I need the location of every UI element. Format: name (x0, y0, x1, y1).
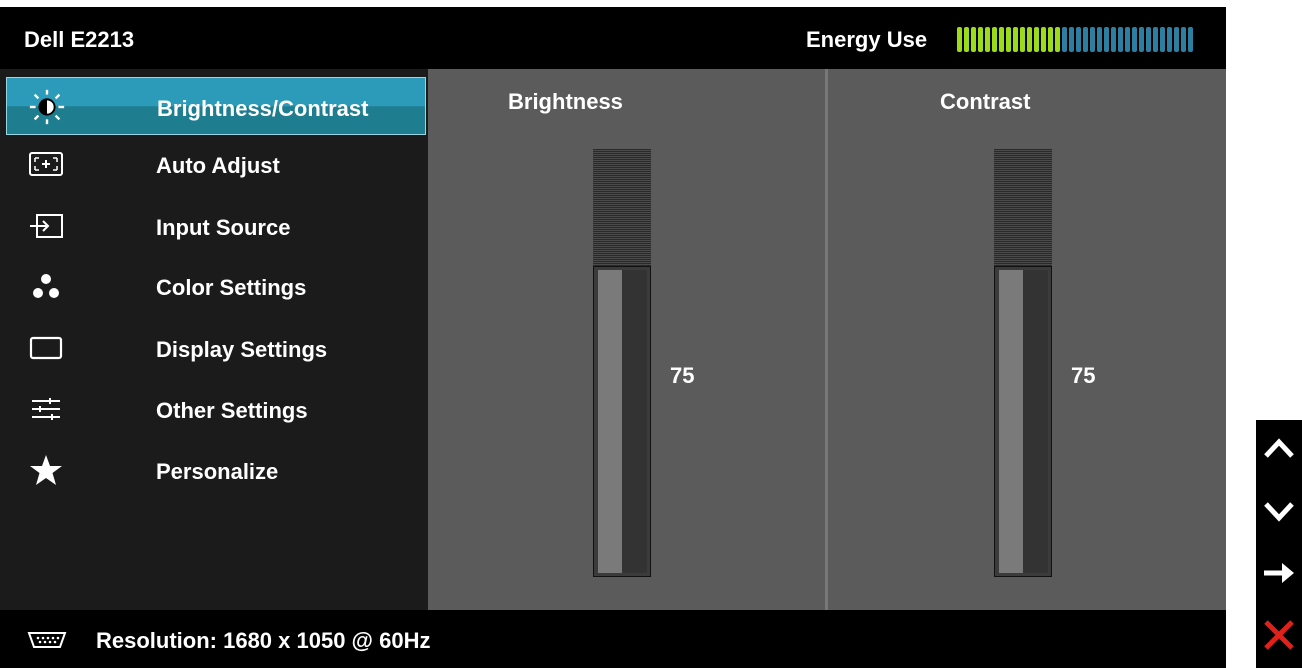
energy-segment (971, 27, 976, 52)
menu-item-other-settings[interactable]: Other Settings (6, 380, 426, 438)
down-button[interactable] (1256, 482, 1302, 544)
up-button[interactable] (1256, 420, 1302, 482)
slider-fill-dark (1023, 270, 1048, 573)
menu-item-label: Display Settings (156, 337, 328, 362)
energy-segment (1069, 27, 1074, 52)
energy-segment (1048, 27, 1053, 52)
energy-segment (1111, 27, 1116, 52)
energy-segment (1076, 27, 1081, 52)
energy-segment (1090, 27, 1095, 52)
enter-button[interactable] (1256, 544, 1302, 606)
energy-segment (1104, 27, 1109, 52)
slider-track-empty (593, 149, 651, 266)
energy-segment (957, 27, 962, 52)
energy-segment (992, 27, 997, 52)
contrast-panel: Contrast 75 (828, 69, 1226, 610)
star-icon (26, 453, 66, 487)
brightness-value: 75 (670, 363, 695, 388)
other-settings-icon (26, 392, 66, 426)
energy-segment (1188, 27, 1193, 52)
exit-button[interactable] (1256, 606, 1302, 668)
brightness-panel: Brightness 75 (428, 69, 825, 610)
energy-use-meter (957, 27, 1193, 52)
energy-segment (1041, 27, 1046, 52)
monitor-model-title: Dell E2213 (24, 27, 135, 52)
energy-segment (1174, 27, 1179, 52)
contrast-title: Contrast (940, 89, 1031, 114)
energy-segment (1153, 27, 1158, 52)
menu-item-label: Input Source (156, 215, 291, 240)
energy-segment (1146, 27, 1151, 52)
energy-segment (1132, 27, 1137, 52)
energy-segment (1020, 27, 1025, 52)
energy-segment (978, 27, 983, 52)
menu-item-input-source[interactable]: Input Source (6, 197, 426, 255)
energy-segment (1013, 27, 1018, 52)
slider-fill-dark (622, 270, 647, 573)
slider-track-filled (994, 266, 1052, 577)
slider-fill-light (598, 270, 622, 573)
energy-segment (1083, 27, 1088, 52)
contrast-slider[interactable] (994, 149, 1052, 577)
energy-segment (1167, 27, 1172, 52)
energy-segment (1125, 27, 1130, 52)
resolution-text: Resolution: 1680 x 1050 @ 60Hz (96, 628, 431, 653)
down-arrow-icon (1262, 498, 1296, 529)
osd-navigation-buttons (1256, 420, 1302, 668)
menu-item-brightness-contrast[interactable]: Brightness/Contrast (6, 77, 426, 135)
menu-item-label: Auto Adjust (156, 153, 280, 178)
energy-segment (1055, 27, 1060, 52)
brightness-icon (27, 89, 67, 125)
energy-segment (1139, 27, 1144, 52)
slider-track-empty (994, 149, 1052, 266)
close-icon (1261, 617, 1297, 658)
right-arrow-icon (1262, 560, 1296, 591)
contrast-value: 75 (1071, 363, 1096, 388)
menu-item-display-settings[interactable]: Display Settings (6, 319, 426, 377)
energy-segment (1118, 27, 1123, 52)
up-arrow-icon (1262, 436, 1296, 467)
display-settings-icon (26, 331, 66, 365)
monitor-osd: Dell E2213 Energy Use (0, 7, 1226, 668)
auto-adjust-icon (26, 147, 66, 181)
energy-segment (1027, 27, 1032, 52)
energy-segment (999, 27, 1004, 52)
vga-connector-icon (25, 630, 69, 655)
menu-item-label: Brightness/Contrast (157, 96, 369, 121)
energy-use-label: Energy Use (806, 27, 928, 52)
energy-segment (1097, 27, 1102, 52)
energy-segment (1181, 27, 1186, 52)
energy-segment (1160, 27, 1165, 52)
menu-item-color-settings[interactable]: Color Settings (6, 257, 426, 315)
slider-fill-light (999, 270, 1023, 573)
brightness-slider[interactable] (593, 149, 651, 577)
menu-item-label: Color Settings (156, 275, 307, 300)
panel-divider (825, 69, 828, 610)
energy-segment (964, 27, 969, 52)
energy-segment (1006, 27, 1011, 52)
menu-item-personalize[interactable]: Personalize (6, 441, 426, 499)
title-bar: Dell E2213 Energy Use (0, 7, 1226, 69)
slider-track-filled (593, 266, 651, 577)
brightness-title: Brightness (508, 89, 623, 114)
menu-item-label: Other Settings (156, 398, 308, 423)
energy-segment (1062, 27, 1067, 52)
status-bar: Resolution: 1680 x 1050 @ 60Hz (0, 610, 1226, 668)
color-settings-icon (26, 269, 66, 303)
energy-segment (985, 27, 990, 52)
energy-segment (1034, 27, 1039, 52)
input-source-icon (26, 209, 66, 243)
main-menu: Brightness/Contrast Auto Adjust Input So… (0, 69, 428, 610)
menu-item-label: Personalize (156, 459, 279, 484)
menu-item-auto-adjust[interactable]: Auto Adjust (6, 135, 426, 193)
